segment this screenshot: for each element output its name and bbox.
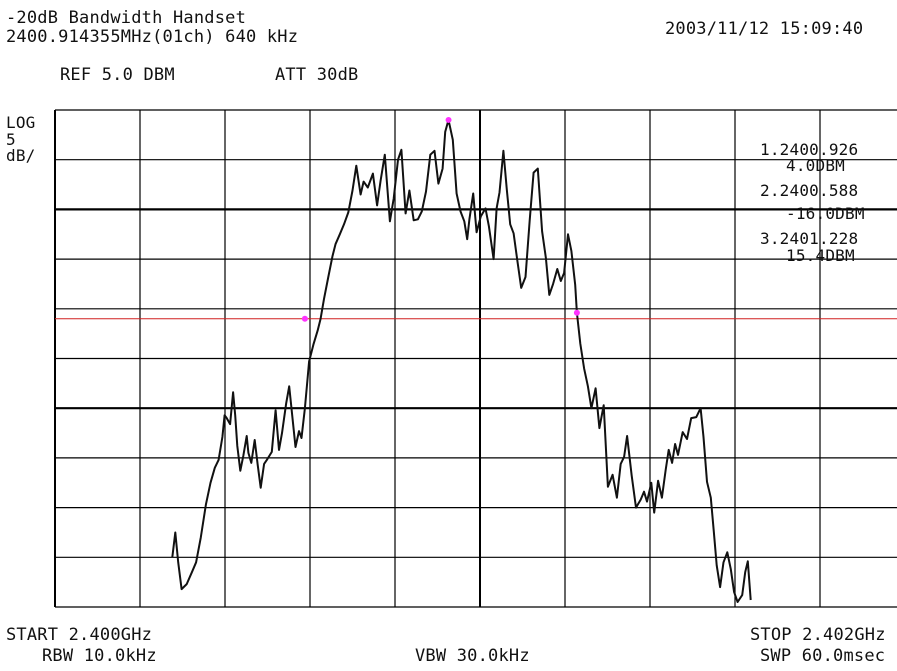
scale-value-label: 5	[6, 130, 16, 149]
video-bandwidth: VBW 30.0kHz	[415, 646, 530, 666]
marker-1-level: 4.0DBM	[786, 156, 845, 175]
marker-1-dot	[445, 116, 452, 123]
stop-frequency: STOP 2.402GHz	[750, 625, 886, 645]
sweep-time: SWP 60.0msec	[760, 646, 886, 666]
marker-1-frequency: 1.2400.926	[760, 140, 859, 159]
attenuation-label: ATT 30dB	[275, 65, 359, 85]
timestamp: 2003/11/12 15:09:40	[665, 19, 864, 39]
marker-2-level: -16.0DBM	[786, 204, 865, 223]
spectrum-trace	[171, 118, 752, 603]
marker-2-frequency: 2.2400.588	[760, 181, 859, 200]
resolution-bandwidth: RBW 10.0kHz	[42, 646, 157, 666]
marker-3-dot	[573, 309, 580, 316]
marker-2-dot	[301, 315, 308, 322]
spectrum-trace-line	[171, 118, 752, 603]
scale-log-label: LOG	[6, 113, 36, 132]
reference-level: REF 5.0 DBM	[60, 65, 175, 85]
scale-unit-label: dB/	[6, 146, 36, 165]
chart-title: -20dB Bandwidth Handset	[6, 8, 247, 28]
marker-points	[301, 116, 580, 322]
marker-3-frequency: 3.2401.228	[760, 229, 859, 248]
center-frequency-label: 2400.914355MHz(01ch) 640 kHz	[6, 27, 299, 47]
start-frequency: START 2.400GHz	[6, 625, 153, 645]
marker-3-level: 15.4DBM	[786, 246, 855, 265]
